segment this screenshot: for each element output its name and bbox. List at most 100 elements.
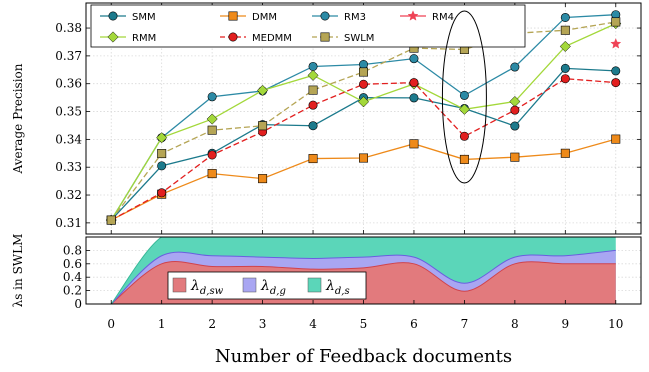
- xtick-label-2: 2: [208, 317, 216, 331]
- point-smm-8: [510, 121, 520, 131]
- point-rm3-5: [358, 60, 368, 70]
- legend-swatch-d-sw: [172, 277, 187, 293]
- legend-label-rm3: RM3: [344, 12, 366, 23]
- top-plot-frame: [85, 2, 642, 235]
- series-line-swlm: [110, 21, 616, 221]
- point-dmm-5: [358, 153, 368, 163]
- top-ytick-label-3: 0.34: [55, 132, 82, 146]
- point-rm3-9: [560, 12, 570, 22]
- annotations: [441, 10, 487, 184]
- point-swlm-9: [560, 25, 570, 35]
- series-line-medmm: [110, 78, 616, 221]
- point-medmm-6: [409, 78, 419, 88]
- legend-label-dmm: DMM: [252, 12, 277, 23]
- legend-label-lambda-d-g: λd,g: [260, 278, 286, 297]
- point-swlm-3: [258, 121, 268, 131]
- point-dmm-2: [207, 169, 217, 179]
- point-dmm-10: [611, 134, 621, 144]
- bottom-ytick-label-1: 0.2: [63, 284, 82, 298]
- point-rmm-9: [559, 40, 571, 52]
- point-swlm-5: [358, 67, 368, 77]
- point-swlm-0: [106, 215, 116, 225]
- legend-label-rm4: RM4: [432, 12, 454, 23]
- point-swlm-10: [611, 17, 621, 27]
- point-smm-9: [560, 63, 570, 73]
- xtick-label-10: 10: [608, 317, 623, 331]
- point-dmm-6: [409, 139, 419, 149]
- point-medmm-1: [157, 188, 167, 198]
- point-rmm-7: [458, 103, 470, 115]
- point-rmm-3: [257, 84, 269, 96]
- legend-marker-rm4: [407, 10, 419, 21]
- top-ytick-label-6: 0.37: [55, 49, 82, 63]
- xtick-label-8: 8: [511, 317, 519, 331]
- legend-label-rmm: RMM: [132, 33, 156, 44]
- bottom-plot-frame: [85, 236, 642, 305]
- point-medmm-5: [358, 79, 368, 89]
- point-medmm-10: [611, 78, 621, 88]
- bottom-ytick-label-0: 0: [74, 297, 82, 311]
- point-rmm-2: [206, 113, 218, 125]
- legend-label-medmm: MEDMM: [252, 33, 292, 44]
- xaxis-title: Number of Feedback documents: [215, 346, 512, 367]
- xtick-label-9: 9: [561, 317, 569, 331]
- top-ytick-label-2: 0.33: [55, 160, 82, 174]
- point-dmm-8: [510, 152, 520, 162]
- xtick-label-6: 6: [410, 317, 418, 331]
- bottom-legend: λd,sw λd,g λd,s: [167, 271, 367, 300]
- top-ytick-label-0: 0.31: [55, 216, 82, 230]
- point-rm3-8: [510, 62, 520, 72]
- point-rm3-4: [308, 61, 318, 71]
- legend-swatch-d-s: [307, 277, 322, 293]
- legend-marker-dmm: [228, 11, 238, 21]
- top-ytick-label-7: 0.38: [55, 21, 82, 35]
- legend-label-smm: SMM: [132, 12, 156, 23]
- point-rmm-5: [357, 96, 370, 108]
- point-dmm-4: [308, 154, 318, 164]
- area-edge-d-sw: [110, 261, 616, 304]
- point-swlm-2: [207, 125, 217, 135]
- area-edge-d-g: [110, 249, 616, 304]
- point-rm4-10: [610, 38, 622, 49]
- top-legend: SMM DMM RM3 RM4 RMM MEDMM SWLM: [90, 4, 526, 48]
- top-ylabel: Average Precision: [11, 63, 25, 174]
- bottom-legend-box: [167, 271, 367, 300]
- legend-label-swlm: SWLM: [344, 33, 374, 44]
- legend-marker-swlm: [320, 32, 330, 42]
- xtick-label-0: 0: [107, 317, 115, 331]
- bottom-ylabel: λs in SWLM: [11, 234, 25, 308]
- point-rmm-4: [307, 69, 319, 81]
- top-ytick-label-1: 0.32: [55, 188, 82, 202]
- xtick-label-5: 5: [360, 317, 368, 331]
- point-dmm-7: [459, 154, 469, 164]
- xtick-label-3: 3: [259, 317, 267, 331]
- top-series-group: [105, 10, 622, 226]
- point-rm3-2: [207, 92, 217, 102]
- highlight-ellipse: [441, 10, 487, 184]
- legend-marker-rmm: [107, 31, 119, 43]
- top-ytick-label-4: 0.35: [55, 105, 82, 119]
- point-smm-10: [611, 66, 621, 76]
- bottom-ytick-label-3: 0.6: [63, 257, 82, 271]
- point-dmm-3: [258, 174, 268, 184]
- point-smm-4: [308, 121, 318, 131]
- point-medmm-9: [560, 74, 570, 84]
- point-smm-1: [157, 161, 167, 171]
- point-medmm-8: [510, 105, 520, 115]
- xtick-label-4: 4: [309, 317, 317, 331]
- point-smm-6: [409, 93, 419, 103]
- top-legend-box: [90, 4, 526, 48]
- point-swlm-4: [308, 85, 318, 95]
- xtick-label-1: 1: [158, 317, 166, 331]
- point-swlm-1: [157, 149, 167, 159]
- bottom-ytick-label-4: 0.8: [63, 243, 82, 257]
- legend-marker-medmm: [228, 32, 238, 42]
- point-rm3-6: [409, 54, 419, 64]
- point-rm3-7: [459, 90, 469, 100]
- legend-marker-smm: [108, 11, 118, 21]
- point-rmm-1: [156, 132, 168, 144]
- legend-marker-rm3: [320, 11, 330, 21]
- average-precision-panel: 0.31 0.32 0.33 0.34 0.35 0.36 0.37 0.38 Average …: [11, 2, 642, 235]
